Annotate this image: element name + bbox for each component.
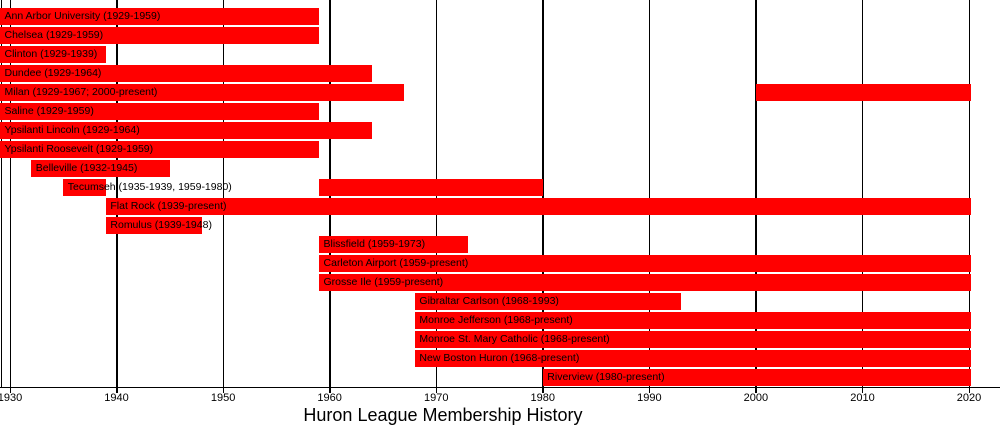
school-label: Monroe St. Mary Catholic (1968-present) (419, 333, 610, 346)
school-label: Chelsea (1929-1959) (4, 28, 104, 41)
decade-gridline (542, 0, 544, 387)
membership-bar-segment (319, 255, 971, 273)
x-axis-tick-label: 1970 (423, 392, 449, 404)
chart-title: Huron League Membership History (303, 405, 583, 425)
x-axis-tick-label: 1960 (317, 392, 342, 404)
x-axis-tick-label: 1930 (0, 392, 23, 404)
school-label: Belleville (1932-1945) (35, 161, 138, 174)
x-axis-tick (968, 388, 971, 393)
membership-bar-segment (542, 369, 971, 387)
membership-bar-segment (0, 26, 320, 44)
x-axis-tick-label: 1990 (637, 392, 662, 404)
school-label: Saline (1929-1959) (4, 104, 94, 117)
membership-bar-segment (0, 45, 106, 63)
x-axis-tick-label: 1950 (210, 392, 236, 404)
membership-bar-segment (0, 7, 320, 25)
decade-gridline (116, 0, 118, 387)
x-axis-tick-label: 1940 (104, 392, 129, 404)
school-label: Riverview (1980-present) (547, 371, 665, 384)
x-axis-tick (861, 388, 864, 393)
membership-bar-segment (319, 236, 469, 254)
membership-bar-segment (0, 64, 373, 82)
membership-bar-segment (31, 159, 170, 177)
x-axis-tick (648, 388, 651, 393)
decade-gridline (648, 0, 651, 387)
membership-bar-segment (755, 83, 971, 101)
x-axis-line (0, 386, 1000, 388)
decade-gridline (9, 0, 11, 387)
membership-bar-segment (414, 312, 971, 330)
membership-bar-segment (414, 350, 971, 368)
school-label: Romulus (1939-1948) (110, 219, 212, 232)
decade-gridline (222, 0, 225, 387)
membership-bar-segment (319, 274, 971, 292)
school-label: Gibraltar Carlson (1968-1993) (419, 295, 559, 308)
x-axis-tick (116, 388, 118, 393)
membership-bar-segment (0, 102, 320, 120)
school-label: Monroe Jefferson (1968-present) (419, 314, 573, 327)
school-label: New Boston Huron (1968-present) (419, 352, 580, 365)
school-label: Carleton Airport (1959-present) (323, 257, 469, 270)
x-axis-tick (329, 388, 331, 393)
school-label: Dundee (1929-1964) (4, 66, 102, 79)
membership-bar-segment (0, 140, 320, 158)
x-axis-tick (9, 388, 11, 393)
membership-bar-segment (414, 293, 682, 311)
x-axis-tick-label: 2000 (743, 392, 769, 404)
school-label: Ann Arbor University (1929-1959) (4, 9, 161, 22)
membership-bar-segment (319, 178, 543, 196)
school-label: Blissfield (1959-1973) (323, 238, 426, 251)
school-label: Milan (1929-1967; 2000-present) (4, 85, 158, 98)
x-axis-tick (755, 388, 757, 393)
membership-bar-segment (414, 331, 971, 349)
decade-gridline (861, 0, 864, 387)
school-label: Ypsilanti Lincoln (1929-1964) (4, 123, 140, 136)
y-axis-spine (0, 0, 2, 387)
decade-gridline (968, 0, 971, 387)
membership-bar-segment (105, 217, 202, 235)
x-axis-tick-label: 2020 (956, 392, 982, 404)
x-axis-tick (542, 388, 544, 393)
membership-bar-segment (105, 198, 971, 215)
x-axis-tick-label: 1980 (530, 392, 556, 404)
x-axis-tick-label: 2010 (850, 392, 875, 404)
x-axis-tick (222, 388, 225, 393)
decade-gridline (755, 0, 757, 387)
membership-bar-segment (0, 121, 373, 139)
school-label: Clinton (1929-1939) (4, 47, 98, 60)
x-axis-tick (435, 388, 438, 393)
school-label: Ypsilanti Roosevelt (1929-1959) (4, 142, 154, 155)
membership-bar-segment (63, 178, 106, 196)
school-label: Grosse Ile (1959-present) (323, 276, 444, 289)
school-label: Flat Rock (1939-present) (110, 200, 227, 212)
membership-bar-segment (0, 83, 405, 101)
school-label: Tecumseh (1935-1939, 1959-1980) (67, 180, 232, 193)
